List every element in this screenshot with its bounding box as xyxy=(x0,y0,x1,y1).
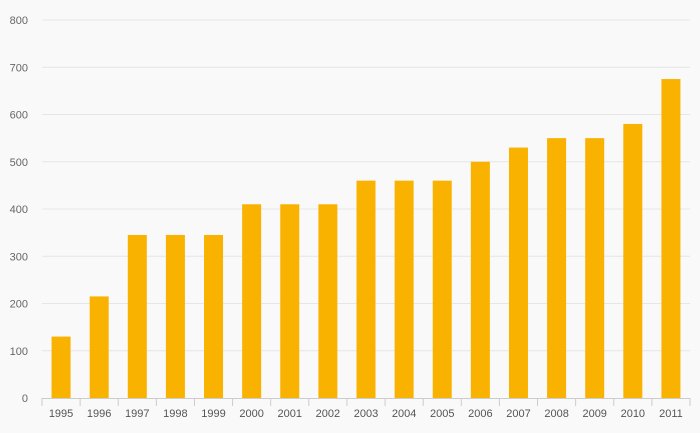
y-tick-label: 200 xyxy=(10,299,28,311)
x-tick-label: 2006 xyxy=(468,408,492,420)
x-tick-label: 1995 xyxy=(49,408,73,420)
x-tick-label: 2003 xyxy=(354,408,378,420)
y-tick-label: 700 xyxy=(10,62,28,74)
bar-1995 xyxy=(51,336,71,398)
x-tick-label: 2002 xyxy=(316,408,340,420)
bar-2008 xyxy=(547,138,567,398)
bar-1996 xyxy=(89,296,109,398)
bar-1999 xyxy=(204,234,224,398)
y-tick-label: 300 xyxy=(10,251,28,263)
bar-2005 xyxy=(432,180,452,398)
x-tick-label: 1999 xyxy=(201,408,225,420)
x-tick-label: 1998 xyxy=(163,408,187,420)
y-tick-label: 0 xyxy=(22,393,28,405)
y-tick-label: 600 xyxy=(10,110,28,122)
y-tick-label: 500 xyxy=(10,157,28,169)
x-tick-label: 2001 xyxy=(278,408,302,420)
bar-1998 xyxy=(165,234,185,398)
x-tick-label: 2010 xyxy=(621,408,645,420)
bar-2000 xyxy=(242,204,262,398)
x-tick-label: 2000 xyxy=(239,408,263,420)
bar-2010 xyxy=(623,123,643,398)
bars xyxy=(51,79,681,398)
bar-2003 xyxy=(356,180,376,398)
bar-2009 xyxy=(585,138,605,398)
y-tick-label: 100 xyxy=(10,346,28,358)
bar-1997 xyxy=(127,234,147,398)
bar-2004 xyxy=(394,180,414,398)
x-tick-label: 2005 xyxy=(430,408,454,420)
y-tick-label: 400 xyxy=(10,204,28,216)
bar-2001 xyxy=(280,204,300,398)
x-tick-label: 2009 xyxy=(582,408,606,420)
bar-2002 xyxy=(318,204,338,398)
x-tick-label: 2008 xyxy=(544,408,568,420)
y-axis: 0 100 200 300 400 500 600 700 800 xyxy=(10,15,28,405)
x-tick-label: 2011 xyxy=(659,408,683,420)
y-tick-label: 800 xyxy=(10,15,28,27)
bar-2011 xyxy=(661,79,681,398)
x-tick-label: 1997 xyxy=(125,408,149,420)
bar-2007 xyxy=(508,147,528,398)
x-tick-label: 2004 xyxy=(392,408,416,420)
x-axis: 1995 1996 1997 1998 1999 2000 2001 2002 2003 2004… xyxy=(41,398,691,420)
x-tick-label: 2007 xyxy=(506,408,530,420)
x-tick-label: 1996 xyxy=(87,408,111,420)
bar-2006 xyxy=(470,161,490,398)
